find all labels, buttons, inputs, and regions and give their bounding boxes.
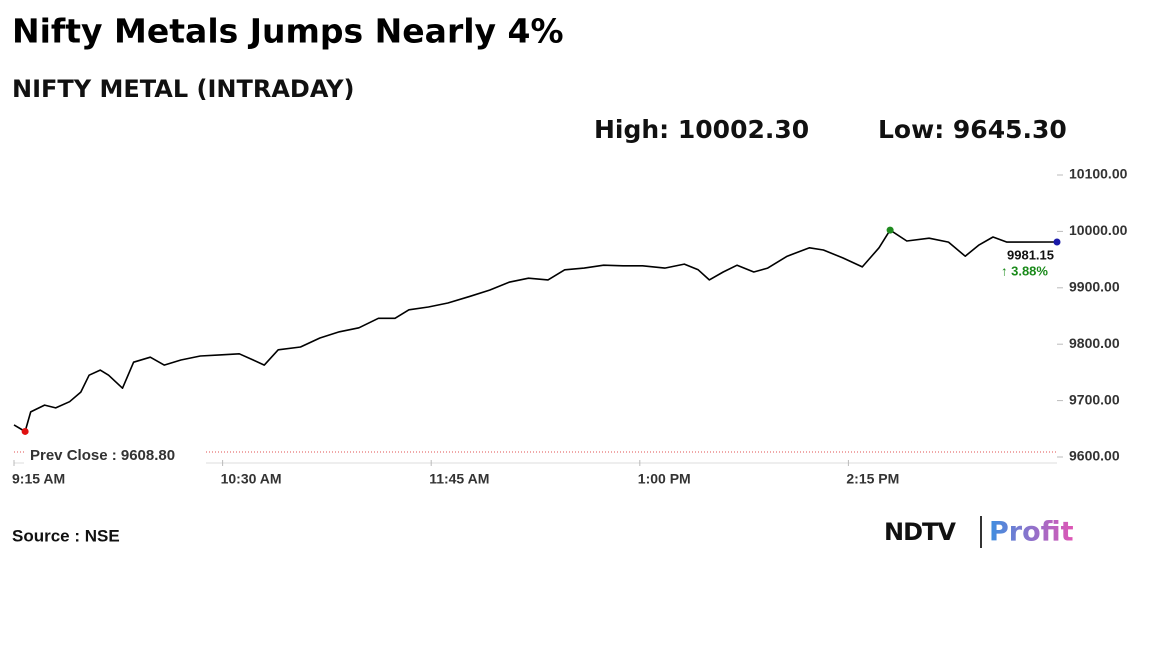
x-tick-label: 9:15 AM — [12, 471, 65, 487]
y-tick-label: 9700.00 — [1069, 391, 1120, 407]
logo-product: Profit — [989, 517, 1074, 548]
y-tick-label: 9800.00 — [1069, 335, 1120, 351]
prev-close-bg — [24, 448, 206, 465]
x-tick-label: 2:15 PM — [846, 471, 899, 487]
last-marker — [1053, 238, 1061, 246]
logo-divider — [980, 516, 982, 548]
x-tick-label: 11:45 AM — [429, 471, 489, 487]
low-marker — [21, 427, 29, 435]
plot-area: 9600.00 9700.00 9800.00 9900.00 10000.00 1010… — [12, 166, 1128, 487]
low-label: Low: 9645.30 — [878, 115, 1067, 144]
y-tick-label: 10100.00 — [1069, 166, 1128, 182]
prev-close-label: Prev Close : 9608.80 — [30, 447, 175, 464]
high-label: High: 10002.30 — [594, 115, 809, 144]
source: Source : NSE — [12, 526, 120, 545]
high-marker — [886, 226, 894, 234]
price-line — [13, 229, 1058, 433]
x-tick-label: 1:00 PM — [638, 471, 691, 487]
x-tick-label: 10:30 AM — [221, 471, 282, 487]
y-tick-label: 9600.00 — [1069, 448, 1120, 464]
last-change-label: ↑ 3.88% — [1001, 263, 1048, 278]
logo-brand: NDTV — [884, 518, 956, 546]
chart-title: Nifty Metals Jumps Nearly 4% — [12, 12, 564, 51]
chart-subtitle: NIFTY METAL (INTRADAY) — [12, 75, 354, 103]
y-tick-label: 9900.00 — [1069, 279, 1120, 295]
last-value-label: 9981.15 — [1007, 247, 1054, 262]
y-tick-label: 10000.00 — [1069, 222, 1128, 238]
